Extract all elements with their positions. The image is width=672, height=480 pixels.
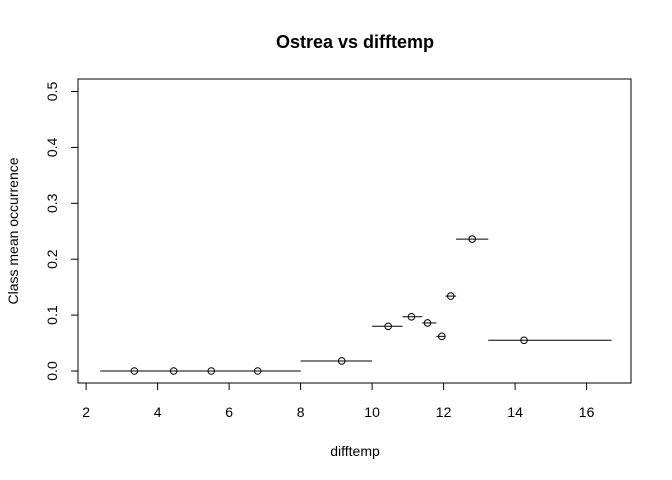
data-point <box>384 322 392 331</box>
x-axis-label: difftemp <box>330 443 380 459</box>
data-series <box>100 235 612 375</box>
x-tick-label: 6 <box>225 404 233 420</box>
x-tick-label: 10 <box>364 404 380 420</box>
y-tick-label: 0.1 <box>44 305 60 325</box>
data-point <box>407 312 416 321</box>
plot-frame <box>77 78 632 384</box>
y-tick-label: 0.0 <box>44 361 60 381</box>
y-tick-label: 0.2 <box>44 249 60 269</box>
data-point <box>207 367 216 375</box>
x-tick-label: 14 <box>507 404 523 420</box>
data-point <box>253 367 262 375</box>
y-tick-label: 0.3 <box>44 193 60 213</box>
y-axis: 0.0 0.1 0.2 0.3 0.4 0.5 <box>44 82 79 381</box>
x-tick-label: 16 <box>579 404 595 420</box>
y-tick-label: 0.4 <box>44 137 60 157</box>
x-tick-label: 2 <box>82 404 90 420</box>
x-axis: 2 4 6 8 10 12 14 16 <box>82 382 595 420</box>
data-point <box>130 367 139 375</box>
data-point <box>169 367 178 375</box>
data-point <box>446 292 455 300</box>
data-point <box>520 336 528 345</box>
x-tick-label: 4 <box>154 404 162 420</box>
data-point <box>423 319 432 327</box>
data-point <box>438 332 446 341</box>
x-tick-label: 8 <box>297 404 305 420</box>
x-tick-label: 12 <box>436 404 452 420</box>
y-axis-label: Class mean occurrence <box>5 157 21 304</box>
data-point <box>468 235 477 243</box>
data-point <box>337 357 346 365</box>
chart-title: Ostrea vs difftemp <box>276 32 434 52</box>
y-tick-label: 0.5 <box>44 82 60 102</box>
